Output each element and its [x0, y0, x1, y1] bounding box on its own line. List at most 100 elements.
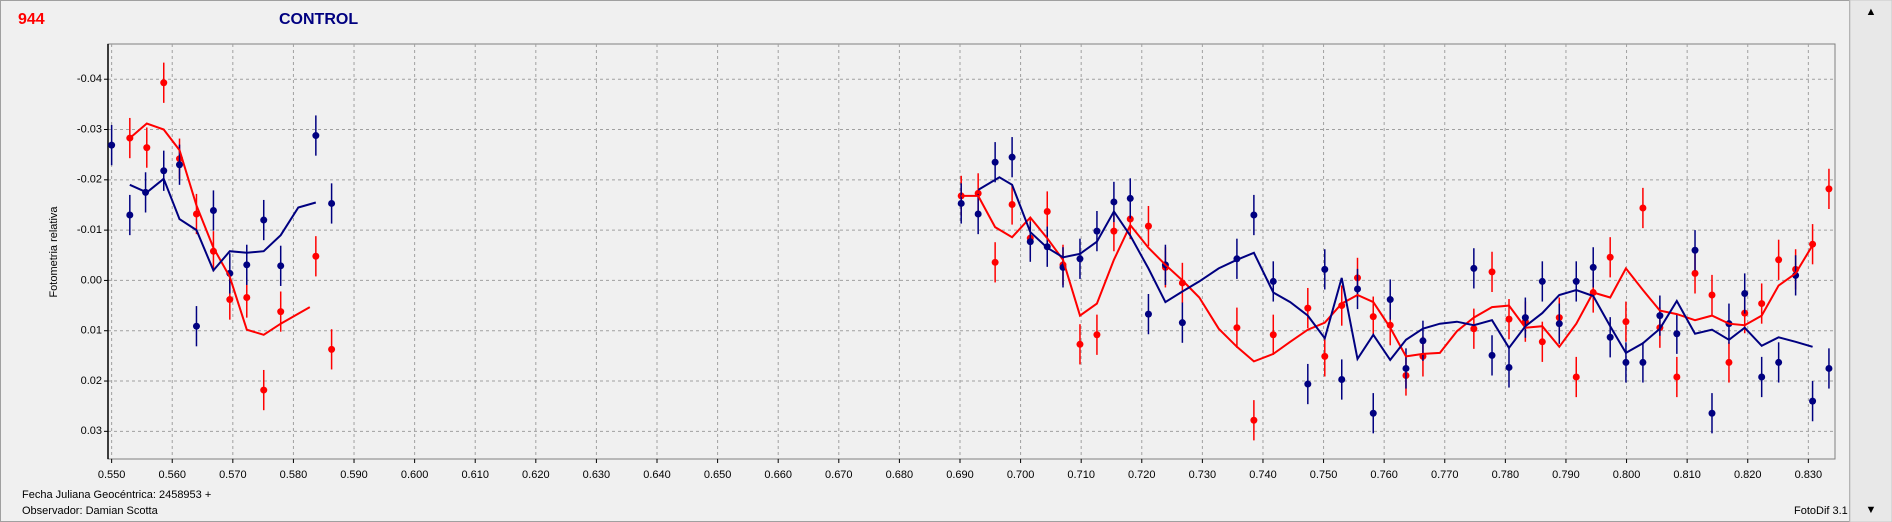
data-point: [1708, 291, 1716, 299]
y-axis-label: Fotometria relativa: [48, 206, 60, 298]
y-tick-label: -0.02: [77, 174, 102, 186]
data-point: [260, 386, 268, 394]
y-tick-label: 0.02: [81, 375, 102, 387]
data-point: [1521, 314, 1529, 322]
data-point: [1353, 285, 1361, 293]
plot-area: -0.04 -0.03 -0.02 -0.01 0.00 0.01 0.02 0.03 0.55…: [77, 43, 1836, 481]
series-id: 944: [18, 11, 45, 28]
y-tick-label: 0.00: [81, 274, 102, 286]
x-tick-label: 0.770: [1431, 469, 1459, 481]
data-point: [1110, 227, 1118, 235]
x-tick-label: 0.720: [1128, 469, 1156, 481]
data-point: [1338, 302, 1346, 310]
x-tick-label: 0.550: [98, 469, 126, 481]
x-tick-label: 0.560: [158, 469, 186, 481]
x-tick-label: 0.570: [219, 469, 247, 481]
data-point: [328, 199, 336, 207]
data-point: [1589, 263, 1597, 271]
x-tick-label: 0.690: [946, 469, 974, 481]
data-point: [1178, 319, 1186, 327]
x-tick-label: 0.650: [704, 469, 732, 481]
data-point: [1008, 200, 1016, 208]
scroll-up[interactable]: ▲: [1866, 6, 1877, 18]
data-point: [1775, 256, 1783, 264]
x-tick-label: 0.670: [825, 469, 853, 481]
y-tick-label: -0.03: [77, 123, 102, 135]
x-tick-label: 0.730: [1189, 469, 1217, 481]
data-point: [1076, 255, 1084, 263]
data-point: [160, 167, 168, 175]
scroll-down[interactable]: ▼: [1866, 504, 1877, 516]
y-tick-label: 0.03: [81, 425, 102, 437]
data-point: [1758, 300, 1766, 308]
data-point: [277, 308, 285, 316]
data-point: [1606, 333, 1614, 341]
chart-title: CONTROL: [279, 11, 358, 28]
data-point: [1470, 325, 1478, 333]
data-point: [226, 296, 234, 304]
x-tick-label: 0.750: [1310, 469, 1338, 481]
data-point: [957, 199, 965, 207]
data-point: [1505, 315, 1513, 323]
data-point: [160, 79, 168, 87]
data-point: [176, 161, 184, 169]
data-point: [1470, 264, 1478, 272]
y-tick-label: -0.01: [77, 224, 102, 236]
data-point: [1572, 277, 1580, 285]
data-point: [1725, 358, 1733, 366]
x-tick-label: 0.610: [461, 469, 489, 481]
data-point: [1126, 215, 1134, 223]
data-point: [1673, 373, 1681, 381]
data-point: [1321, 352, 1329, 360]
data-point: [243, 261, 251, 269]
data-point: [1572, 373, 1580, 381]
data-point: [1144, 222, 1152, 230]
data-point: [1488, 268, 1496, 276]
y-tick-label: -0.04: [77, 73, 102, 85]
data-point: [1538, 277, 1546, 285]
data-point: [1758, 373, 1766, 381]
x-tick-label: 0.580: [280, 469, 308, 481]
data-point: [1093, 331, 1101, 339]
plot-background: [107, 43, 1836, 460]
y-tick-label: 0.01: [81, 325, 102, 337]
x-tick-label: 0.600: [401, 469, 429, 481]
data-point: [1304, 380, 1312, 388]
data-point: [1691, 246, 1699, 254]
data-point: [143, 144, 151, 152]
x-tick-label: 0.620: [522, 469, 550, 481]
data-point: [1741, 290, 1749, 298]
x-tick-label: 0.760: [1370, 469, 1398, 481]
data-point: [1338, 376, 1346, 384]
x-tick-label: 0.830: [1795, 469, 1823, 481]
data-point: [1639, 358, 1647, 366]
data-point: [1402, 364, 1410, 372]
data-point: [1321, 265, 1329, 273]
data-point: [1110, 198, 1118, 206]
x-tick-label: 0.660: [764, 469, 792, 481]
data-point: [1809, 397, 1817, 405]
data-point: [1269, 331, 1277, 339]
data-point: [1809, 240, 1817, 248]
x-tick-label: 0.640: [643, 469, 671, 481]
data-point: [1606, 253, 1614, 261]
trend-line: [129, 176, 1813, 362]
data-point: [312, 132, 320, 140]
data-point: [108, 141, 116, 149]
data-point: [1622, 318, 1630, 326]
data-point: [1076, 340, 1084, 348]
observer: Observador: Damian Scotta: [22, 505, 159, 517]
data-point: [1691, 269, 1699, 277]
data-point: [1026, 238, 1034, 246]
data-point: [1538, 338, 1546, 346]
data-point: [1555, 320, 1563, 328]
data-point: [1639, 204, 1647, 212]
data-point: [1775, 358, 1783, 366]
x-tick-label: 0.680: [886, 469, 914, 481]
data-point: [209, 207, 217, 215]
scrollbar[interactable]: [1849, 0, 1892, 522]
x-tick-label: 0.590: [340, 469, 368, 481]
data-point: [1008, 153, 1016, 161]
data-point: [1269, 277, 1277, 285]
